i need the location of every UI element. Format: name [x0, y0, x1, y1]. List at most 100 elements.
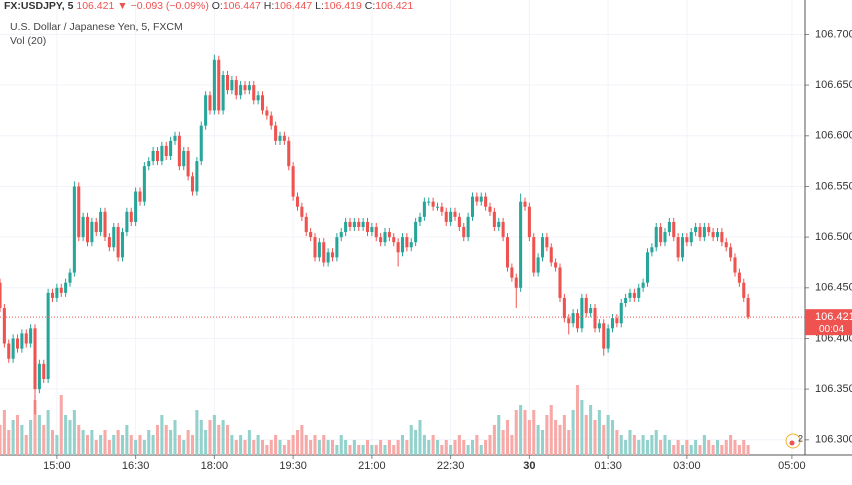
candle-body [505, 237, 510, 268]
candle-body [733, 257, 737, 273]
candle-body [243, 85, 247, 91]
volume-bar [37, 415, 41, 455]
volume-bar [99, 435, 103, 455]
candle-body [422, 201, 426, 217]
candle-body [339, 232, 343, 238]
volume-bar [593, 420, 597, 455]
candle-body [392, 237, 396, 243]
candle-body [317, 242, 321, 258]
candle-body [698, 226, 702, 238]
candle-body [383, 232, 387, 243]
candle-body [737, 272, 741, 283]
alert-badge-count: 2 [798, 433, 803, 443]
candle-body [536, 257, 540, 273]
symbol[interactable]: FX:USDJPY, 5 [4, 0, 74, 12]
volume-bar [116, 430, 120, 455]
volume-bar [729, 435, 733, 455]
candle-body [545, 237, 549, 248]
x-tick-label: 19:30 [279, 460, 307, 472]
candle-body [37, 363, 41, 390]
candle-body [702, 226, 706, 238]
candle-body [667, 221, 671, 233]
candle-body [440, 206, 444, 212]
volume-bar [274, 435, 278, 455]
quote-o-label: O: [211, 0, 223, 12]
candle-body [444, 211, 448, 222]
volume-bar [575, 385, 580, 455]
volume-bar [199, 420, 203, 455]
volume-bar [182, 440, 186, 455]
x-tick-label: 16:30 [122, 460, 150, 472]
candle-body [597, 323, 601, 329]
candle-body [523, 201, 527, 207]
quote-c-label: C: [364, 0, 376, 12]
volume-bar [20, 425, 24, 455]
candle-body [637, 287, 641, 298]
volume-bar [365, 440, 370, 455]
volume-bar [260, 440, 265, 455]
candle-body [562, 297, 566, 319]
candle-body [418, 216, 422, 222]
candle-body [155, 150, 160, 162]
candle-body [42, 363, 46, 379]
candle-body [230, 80, 234, 91]
candle-body [134, 191, 138, 222]
candle-body [711, 232, 715, 238]
quote-l-label: L: [315, 0, 324, 12]
volume-bar [405, 440, 409, 455]
candle-body [282, 135, 286, 141]
volume-bar [392, 445, 396, 455]
candle-body [352, 221, 356, 227]
volume-bar [536, 425, 540, 455]
candle-body [497, 221, 501, 227]
candle-body [252, 85, 256, 101]
y-tick-label: 106.500 [815, 231, 852, 243]
candle-body [33, 328, 37, 390]
volume-bar [50, 430, 55, 455]
candle-body [46, 292, 50, 379]
volume-bar [11, 420, 15, 455]
volume-bar [344, 440, 348, 455]
volume-bar [488, 435, 492, 455]
candle-body [527, 206, 531, 238]
candle-body [387, 232, 391, 238]
candle-body [462, 226, 466, 238]
quote-o: 106.447 [222, 0, 261, 12]
volume-bar [746, 445, 750, 455]
candle-body [278, 135, 282, 141]
candle-body [396, 242, 400, 253]
volume-bar [217, 425, 221, 455]
volume-bar [619, 435, 623, 455]
volume-bar [352, 440, 356, 455]
volume-bar [164, 425, 168, 455]
candle-body [269, 115, 273, 126]
candle-body [116, 226, 120, 258]
volume-bar [234, 440, 238, 455]
volume-bar [641, 435, 645, 455]
volume-bar [505, 420, 510, 455]
volume-bar [698, 445, 702, 455]
volume-bar [694, 440, 698, 455]
candle-body [715, 232, 720, 238]
volume-bar [624, 440, 628, 455]
candle-body [571, 313, 575, 324]
candle-body [379, 237, 383, 243]
volume-bar [107, 440, 111, 455]
volume-bar [527, 420, 531, 455]
candle-body [15, 338, 20, 349]
candle-body [645, 252, 650, 283]
volume-bar [247, 430, 251, 455]
candle-body [610, 318, 615, 329]
candle-body [107, 237, 111, 248]
volume-bar [383, 445, 387, 455]
change: −0.093 (−0.09%) [130, 0, 209, 12]
candle-body [654, 226, 658, 248]
candle-body [0, 282, 2, 309]
volume-bar [225, 425, 230, 455]
volume-bar [317, 440, 321, 455]
quote-header: FX:USDJPY, 5 106.421 ▼ −0.093 (−0.09%) O… [4, 0, 413, 13]
candle-body [720, 232, 724, 243]
candle-body [624, 297, 628, 303]
volume-bar [680, 445, 685, 455]
candle-body [239, 85, 243, 96]
